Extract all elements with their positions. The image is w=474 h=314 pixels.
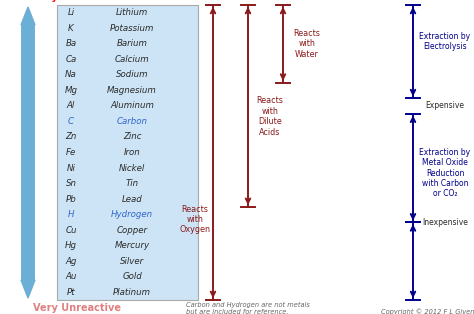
FancyBboxPatch shape xyxy=(57,5,198,300)
Text: Fe: Fe xyxy=(66,148,76,157)
Text: Copper: Copper xyxy=(117,226,147,235)
Text: Na: Na xyxy=(65,70,77,79)
Text: Mercury: Mercury xyxy=(114,241,150,250)
Text: Ba: Ba xyxy=(65,39,77,48)
Text: Reacts
with
Oxygen: Reacts with Oxygen xyxy=(180,205,210,235)
Text: Very Reactive: Very Reactive xyxy=(33,0,109,2)
Text: Ni: Ni xyxy=(66,164,75,172)
Text: Extraction by
Metal Oxide
Reduction
with Carbon
or CO₂: Extraction by Metal Oxide Reduction with… xyxy=(419,148,471,198)
Text: Reacts
with
Dilute
Acids: Reacts with Dilute Acids xyxy=(256,96,283,137)
Text: Pt: Pt xyxy=(67,288,75,297)
Text: Lithium: Lithium xyxy=(116,8,148,17)
Text: Platinum: Platinum xyxy=(113,288,151,297)
Text: Zn: Zn xyxy=(65,133,77,142)
Text: Cu: Cu xyxy=(65,226,77,235)
Text: Carbon: Carbon xyxy=(117,117,147,126)
Text: Inexpensive: Inexpensive xyxy=(422,218,468,227)
Text: Reacts
with
Water: Reacts with Water xyxy=(293,29,320,59)
Text: Lead: Lead xyxy=(122,195,142,203)
Text: Tin: Tin xyxy=(126,179,138,188)
Text: Ca: Ca xyxy=(65,55,77,64)
Text: Au: Au xyxy=(65,272,77,281)
Text: Gold: Gold xyxy=(122,272,142,281)
Text: Calcium: Calcium xyxy=(115,55,149,64)
Text: Ag: Ag xyxy=(65,257,77,266)
Polygon shape xyxy=(21,7,35,25)
Text: Silver: Silver xyxy=(120,257,144,266)
Text: K: K xyxy=(68,24,74,33)
Text: H: H xyxy=(68,210,74,219)
Text: Hydrogen: Hydrogen xyxy=(111,210,153,219)
Text: Zinc: Zinc xyxy=(123,133,141,142)
Text: Very Unreactive: Very Unreactive xyxy=(33,303,121,313)
Polygon shape xyxy=(21,280,35,298)
Text: Barium: Barium xyxy=(117,39,147,48)
Text: Expensive: Expensive xyxy=(426,101,465,111)
Text: Extraction by
Electrolysis: Extraction by Electrolysis xyxy=(419,32,471,51)
Text: Sodium: Sodium xyxy=(116,70,148,79)
Text: Al: Al xyxy=(67,101,75,111)
Text: Pb: Pb xyxy=(65,195,76,203)
Text: Potassium: Potassium xyxy=(110,24,154,33)
Text: Sn: Sn xyxy=(65,179,76,188)
Text: Mg: Mg xyxy=(64,86,78,95)
Text: Iron: Iron xyxy=(124,148,140,157)
Text: Hg: Hg xyxy=(65,241,77,250)
Text: Aluminum: Aluminum xyxy=(110,101,154,111)
Text: Nickel: Nickel xyxy=(119,164,145,172)
Text: Carbon and Hydrogen are not metals
but are included for reference.: Carbon and Hydrogen are not metals but a… xyxy=(186,302,310,314)
Text: Li: Li xyxy=(67,8,74,17)
Text: Copyright © 2012 F L Givens: Copyright © 2012 F L Givens xyxy=(382,308,474,314)
Text: C: C xyxy=(68,117,74,126)
Text: Magnesium: Magnesium xyxy=(107,86,157,95)
